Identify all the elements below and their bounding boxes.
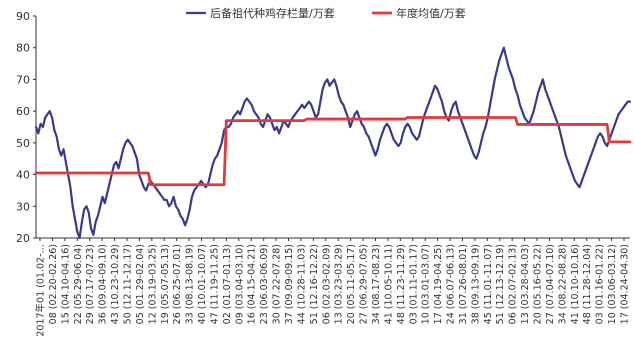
legend-label: 后备祖代种鸡存栏量/万套 — [210, 6, 335, 20]
x-tick-label: 17 (04.19-04.25) — [433, 244, 444, 324]
x-tick-label: 15 (04.10-04.16) — [60, 244, 71, 324]
x-tick-label: 02 (01.07-01.13) — [222, 244, 233, 324]
x-tick-label: 51 (12.13-12.19) — [495, 244, 506, 324]
y-tick-label: 70 — [16, 73, 30, 86]
x-tick-label: 12 (03.19-03.25) — [147, 244, 158, 324]
x-axis-ticks: 2017年01 (01.02-… 08 (02.20-02.26) 15 (04.1… — [35, 238, 631, 337]
x-tick-label: 13 (03.23-03.29) — [334, 244, 345, 324]
x-tick-label: 05 (01.29-02.04) — [135, 244, 146, 324]
x-tick-label: 36 (09.04-09.10) — [98, 244, 109, 324]
y-tick-label: 90 — [16, 10, 30, 23]
x-tick-label: 48 (11.28-12.04) — [582, 244, 593, 324]
series-line-annual-average — [34, 116, 632, 187]
x-tick-label: 17 (04.24-04.30) — [620, 244, 631, 324]
y-tick-label: 40 — [16, 169, 30, 182]
y-tick-label: 60 — [16, 105, 30, 118]
x-tick-label: 06 (02.07-02.13) — [508, 244, 519, 324]
x-tick-label: 44 (10.28-11.03) — [296, 244, 307, 324]
x-tick-label: 23 (06.03-06.09) — [259, 244, 270, 324]
y-tick-label: 50 — [16, 137, 30, 150]
x-tick-label: 03 (01.16-01.22) — [595, 244, 606, 324]
x-tick-label: 30 (07.22-07.28) — [272, 244, 283, 324]
x-tick-label: 2017年01 (01.02-… — [35, 244, 47, 337]
axes — [35, 16, 630, 239]
legend: 后备祖代种鸡存栏量/万套 年度均值/万套 — [186, 6, 466, 20]
x-tick-label: 48 (11.23-11.29) — [396, 244, 407, 324]
x-tick-label: 33 (08.13-08.19) — [185, 244, 196, 324]
x-tick-label: 22 (05.29-06.04) — [73, 244, 84, 324]
x-tick-label: 40 (10.01-10.07) — [197, 244, 208, 324]
x-tick-label: 16 (04.15-04.21) — [247, 244, 258, 324]
x-tick-label: 27 (06.29-07.05) — [359, 244, 370, 324]
x-tick-label: 24 (06.07-06.13) — [446, 244, 457, 324]
x-tick-label: 06 (02.03-02.09) — [321, 244, 332, 324]
x-tick-label: 20 (05.16-05.22) — [533, 244, 544, 324]
x-tick-label: 34 (08.17-08.23) — [371, 244, 382, 324]
y-tick-label: 80 — [16, 42, 30, 55]
x-tick-label: 45 (11.01-11.07) — [483, 244, 494, 324]
x-tick-label: 10 (03.01-03.07) — [421, 244, 432, 324]
x-tick-label: 13 (03.28-04.03) — [520, 244, 531, 324]
x-tick-label: 41 (10.05-10.11) — [383, 244, 394, 324]
x-tick-label: 37 (09.09-09.15) — [284, 244, 295, 324]
x-tick-label: 09 (03.04-03.10) — [234, 244, 245, 324]
x-tick-label: 41 (10.10-10.16) — [570, 244, 581, 324]
y-tick-label: 20 — [16, 232, 30, 245]
x-tick-label: 31 (07.26-08.01) — [458, 244, 469, 324]
x-tick-label: 34 (08.22-08.28) — [557, 244, 568, 324]
series-line-stock — [34, 46, 632, 240]
series-layer — [34, 46, 632, 240]
x-tick-label: 03 (01.11-01.17) — [408, 244, 419, 324]
x-tick-label: 10 (03.06-03.12) — [607, 244, 618, 324]
x-tick-label: 19 (05.07-05.13) — [160, 244, 171, 324]
legend-label: 年度均值/万套 — [396, 6, 466, 20]
x-tick-label: 47 (11.19-11.25) — [209, 244, 220, 324]
x-tick-label: 08 (02.20-02.26) — [48, 244, 59, 324]
y-axis-ticks: 20 30 40 50 60 70 80 90 — [16, 10, 36, 245]
y-tick-label: 30 — [16, 200, 30, 213]
x-tick-label: 29 (07.17-07.23) — [85, 244, 96, 324]
x-tick-label: 50 (12.11-12.17) — [122, 244, 133, 324]
x-tick-label: 20 (05.11-05.17) — [346, 244, 357, 324]
x-tick-label: 43 (10.23-10.29) — [110, 244, 121, 324]
x-tick-label: 27 (07.04-07.10) — [545, 244, 556, 324]
x-tick-label: 38 (09.13-09.19) — [470, 244, 481, 324]
x-tick-label: 51 (12.16-12.22) — [309, 244, 320, 324]
x-tick-label: 26 (06.25-07.01) — [172, 244, 183, 324]
